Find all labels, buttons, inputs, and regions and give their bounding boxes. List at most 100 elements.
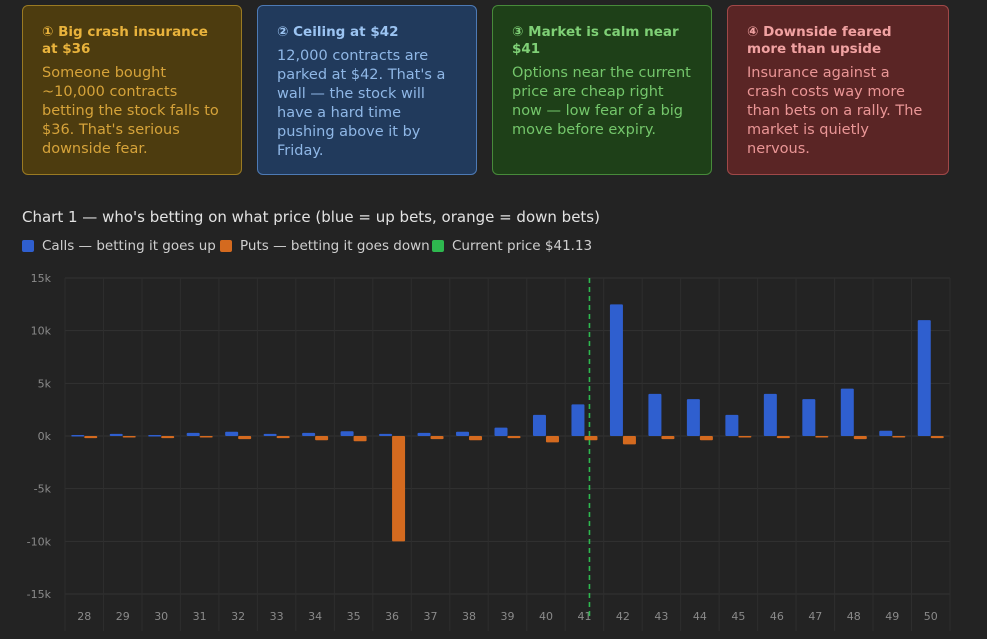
calls-bar xyxy=(456,431,470,436)
puts-bar xyxy=(622,436,636,445)
calls-bar xyxy=(609,304,623,436)
y-tick-label: -5k xyxy=(34,483,52,496)
calls-bar xyxy=(571,404,585,436)
puts-bar xyxy=(699,436,713,441)
calls-bar xyxy=(186,432,200,436)
puts-bar xyxy=(545,436,559,443)
x-tick-label: 48 xyxy=(847,610,861,623)
y-tick-label: -15k xyxy=(27,588,52,601)
x-tick-label: 49 xyxy=(885,610,899,623)
x-tick-label: 40 xyxy=(539,610,553,623)
legend-item-calls[interactable]: Calls — betting it goes up xyxy=(22,238,216,254)
card-title: ③ Market is calm near $41 xyxy=(512,24,679,57)
legend-label-puts: Puts — betting it goes down xyxy=(240,238,430,254)
calls-bar xyxy=(109,433,123,436)
puts-bar xyxy=(353,436,367,442)
calls-bar xyxy=(686,399,700,436)
legend-item-puts[interactable]: Puts — betting it goes down xyxy=(220,238,430,254)
calls-bar xyxy=(417,432,431,436)
calls-bar xyxy=(840,388,854,436)
insight-card-downside-fear: ④ Downside feared more than upside Insur… xyxy=(727,5,949,175)
puts-bar xyxy=(853,436,867,440)
x-tick-label: 43 xyxy=(654,610,668,623)
calls-swatch xyxy=(22,240,34,252)
calls-bar xyxy=(340,431,354,436)
x-tick-label: 30 xyxy=(154,610,168,623)
insight-cards: ① Big crash insurance at $36 Someone bou… xyxy=(22,5,950,177)
y-tick-label: 0k xyxy=(38,430,52,443)
y-tick-label: 10k xyxy=(31,325,52,338)
calls-bar xyxy=(802,399,816,436)
card-body: Options near the current price are cheap… xyxy=(512,65,691,138)
calls-bar xyxy=(71,434,85,437)
puts-bar xyxy=(661,436,675,440)
insight-card-ceiling: ② Ceiling at $42 12,000 contracts are pa… xyxy=(257,5,477,175)
puts-bar xyxy=(430,436,444,440)
x-tick-label: 42 xyxy=(616,610,630,623)
puts-bar xyxy=(930,436,944,439)
calls-bar xyxy=(763,393,777,436)
puts-bar xyxy=(238,436,252,440)
card-body: Insurance against a crash costs way more… xyxy=(747,65,923,157)
legend-label-calls: Calls — betting it goes up xyxy=(42,238,216,254)
puts-bar xyxy=(122,436,136,438)
puts-bar xyxy=(738,436,752,438)
current-price-swatch xyxy=(432,240,444,252)
puts-bar xyxy=(392,436,406,542)
card-body: 12,000 contracts are parked at $42. That… xyxy=(277,48,446,159)
puts-bar xyxy=(584,436,598,441)
x-tick-label: 28 xyxy=(77,610,91,623)
puts-bar xyxy=(161,436,175,439)
x-tick-label: 45 xyxy=(731,610,745,623)
puts-bar xyxy=(776,436,790,439)
y-tick-label: 15k xyxy=(31,272,52,285)
puts-bar xyxy=(276,436,290,439)
calls-bar xyxy=(263,433,277,436)
x-tick-label: 33 xyxy=(270,610,284,623)
x-tick-label: 38 xyxy=(462,610,476,623)
puts-bar xyxy=(199,436,213,438)
calls-bar xyxy=(379,433,393,436)
puts-bar xyxy=(507,436,521,439)
x-tick-label: 36 xyxy=(385,610,399,623)
x-tick-label: 32 xyxy=(231,610,245,623)
insight-card-crash-insurance: ① Big crash insurance at $36 Someone bou… xyxy=(22,5,242,175)
x-tick-label: 46 xyxy=(770,610,784,623)
x-tick-label: 50 xyxy=(924,610,938,623)
legend-item-current-price[interactable]: Current price $41.13 xyxy=(432,238,592,254)
puts-swatch xyxy=(220,240,232,252)
x-tick-label: 29 xyxy=(116,610,130,623)
card-title: ② Ceiling at $42 xyxy=(277,24,399,40)
x-tick-label: 34 xyxy=(308,610,322,623)
chart-title: Chart 1 — who's betting on what price (b… xyxy=(22,208,600,226)
puts-bar xyxy=(469,436,483,441)
options-chart: 15k 10k 5k 0k -5k -10k -15k 28 29 30 31 32 33 34 35 36 3… xyxy=(27,272,951,631)
x-tick-label: 44 xyxy=(693,610,707,623)
y-tick-label: -10k xyxy=(27,535,52,548)
calls-bar xyxy=(494,427,508,436)
calls-bar xyxy=(725,414,739,436)
x-tick-label: 47 xyxy=(808,610,822,623)
insight-card-market-calm: ③ Market is calm near $41 Options near t… xyxy=(492,5,712,175)
calls-bar xyxy=(225,431,239,436)
x-tick-label: 41 xyxy=(577,610,591,623)
x-tick-label: 35 xyxy=(347,610,361,623)
calls-bar xyxy=(648,393,662,436)
y-tick-label: 5k xyxy=(38,377,52,390)
calls-bar xyxy=(148,434,162,437)
puts-bar xyxy=(892,436,906,438)
puts-bar xyxy=(315,436,329,441)
card-title: ④ Downside feared more than upside xyxy=(747,24,892,57)
calls-bar xyxy=(532,414,546,436)
card-title: ① Big crash insurance at $36 xyxy=(42,24,208,57)
calls-bar xyxy=(302,432,316,436)
puts-bar xyxy=(815,436,829,438)
x-tick-label: 37 xyxy=(424,610,438,623)
calls-bar xyxy=(879,430,893,436)
card-body: Someone bought ~10,000 contracts betting… xyxy=(42,65,219,157)
puts-bar xyxy=(84,436,98,439)
x-tick-label: 31 xyxy=(193,610,207,623)
legend-label-current: Current price $41.13 xyxy=(452,238,593,254)
x-tick-label: 39 xyxy=(501,610,515,623)
calls-bar xyxy=(917,320,931,436)
